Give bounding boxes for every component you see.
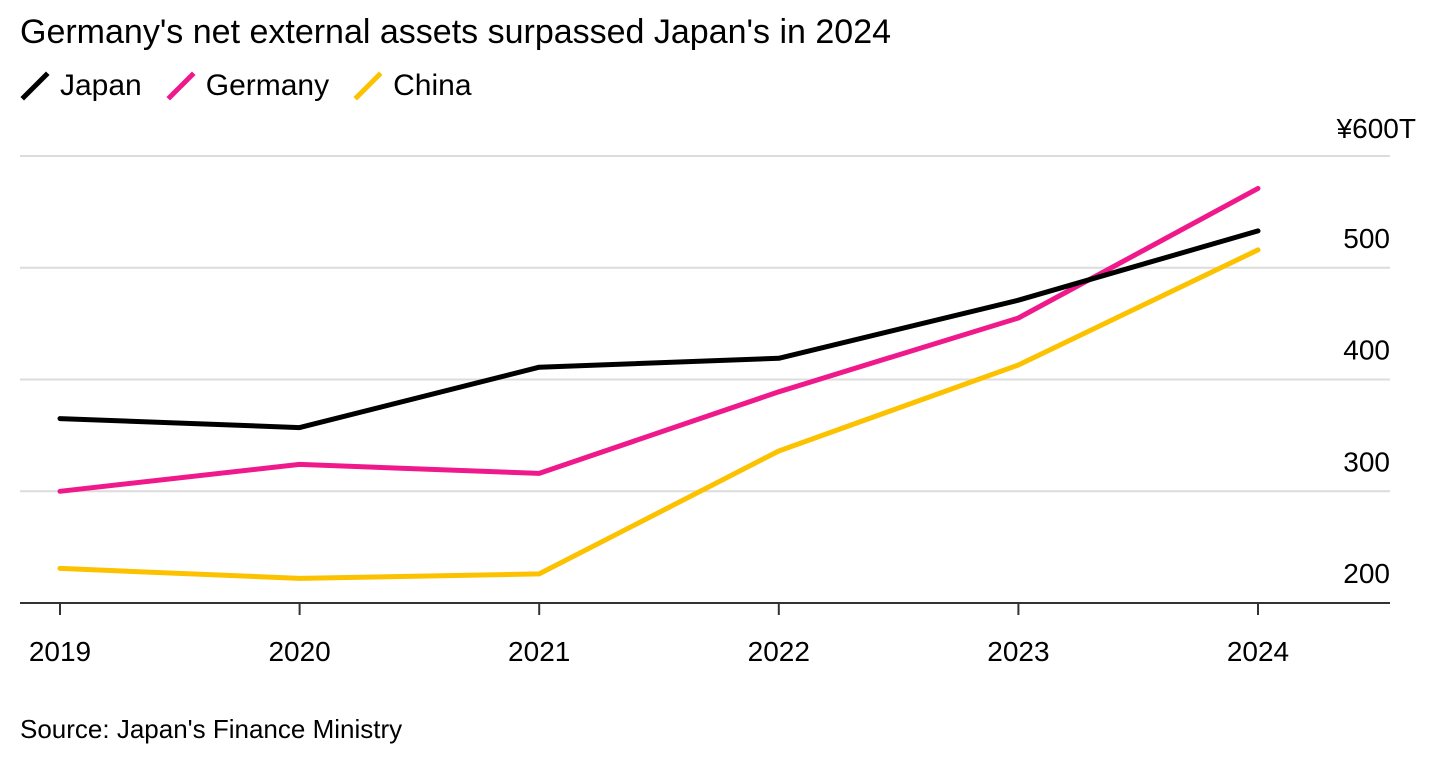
legend-item-china: China: [353, 68, 472, 104]
y-tick-label-500: 500: [1343, 223, 1390, 254]
legend: Japan Germany China: [20, 66, 496, 106]
legend-swatch-japan: [20, 71, 50, 101]
legend-label-japan: Japan: [60, 69, 142, 102]
x-tick-label-2019: 2019: [29, 636, 91, 667]
x-tick-label-2023: 2023: [987, 636, 1049, 667]
series-line-japan: [57, 228, 1261, 431]
legend-swatch-germany: [166, 71, 196, 101]
x-tick-label-2021: 2021: [508, 636, 570, 667]
x-tick-label-2024: 2024: [1227, 636, 1289, 667]
series-line-china: [57, 247, 1261, 581]
y-tick-label-400: 400: [1343, 335, 1390, 366]
y-tick-label-300: 300: [1343, 446, 1390, 477]
x-tick-label-2020: 2020: [268, 636, 330, 667]
legend-swatch-line: [20, 71, 50, 101]
y-tick-label-200: 200: [1343, 558, 1390, 589]
legend-item-germany: Germany: [166, 68, 329, 104]
chart-title: Germany's net external assets surpassed …: [20, 13, 892, 51]
legend-swatch-line: [353, 71, 383, 101]
legend-label-germany: Germany: [205, 69, 330, 102]
y-tick-label-600: ¥600T: [1336, 113, 1416, 144]
legend-swatch-china: [353, 71, 383, 101]
legend-swatch-line: [166, 71, 196, 101]
legend-item-japan: Japan: [20, 68, 142, 104]
legend-label-china: China: [393, 69, 472, 102]
x-tick-label-2022: 2022: [748, 636, 810, 667]
source-note: Source: Japan's Finance Ministry: [20, 714, 403, 744]
series-line-germany: [57, 185, 1261, 494]
